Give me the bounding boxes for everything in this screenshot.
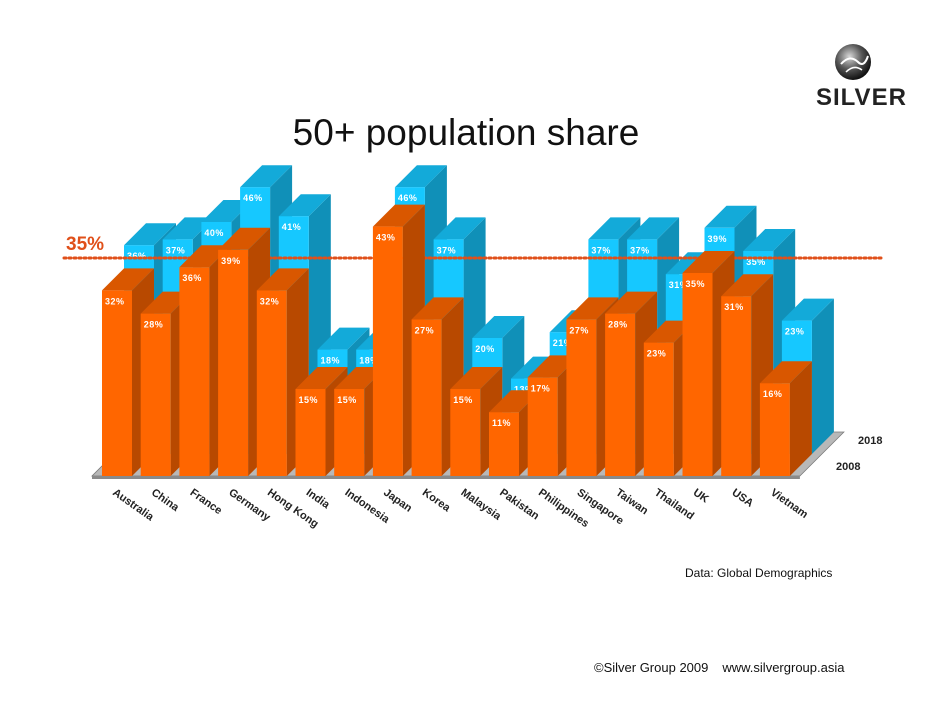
data-label-2018-thailand: 31% xyxy=(669,280,689,290)
data-label-2008-pakistan: 11% xyxy=(492,418,511,428)
tick-label-china: China xyxy=(149,487,182,515)
data-label-2018-australia: 36% xyxy=(127,251,147,261)
data-label-2008-china: 28% xyxy=(144,320,164,330)
tick-label-thailand: Thailand xyxy=(652,487,696,523)
reference-line-label: 35% xyxy=(66,234,104,255)
data-label-2008-japan: 43% xyxy=(376,233,396,243)
tick-label-vietnam: Vietnam xyxy=(768,487,810,521)
tick-label-germany: Germany xyxy=(226,487,273,525)
data-label-2008-vietnam: 16% xyxy=(763,389,783,399)
data-label-2018-usa: 35% xyxy=(746,257,766,267)
data-label-2018-france: 40% xyxy=(204,228,224,238)
bar-2008-vietnam xyxy=(759,361,812,476)
data-label-2008-hong-kong: 32% xyxy=(260,296,280,306)
data-label-2008-korea: 27% xyxy=(415,325,435,335)
data-label-2008-singapore: 27% xyxy=(569,325,589,335)
data-label-2008-taiwan: 28% xyxy=(608,320,628,330)
tick-label-malaysia: Malaysia xyxy=(459,487,504,524)
bar-chart: 36% 37% 40% 46% 41% 18% 18% 46% 37% 20% 13% 21% 37% 3… xyxy=(62,165,884,530)
data-source: Data: Global Demographics xyxy=(685,566,833,580)
footer: ©Silver Group 2009 www.silvergroup.asia xyxy=(594,660,858,675)
data-label-2018-hong-kong: 41% xyxy=(282,222,302,232)
data-label-2008-philippines: 17% xyxy=(531,383,551,393)
data-label-2008-france: 36% xyxy=(182,273,202,283)
data-label-2018-vietnam: 23% xyxy=(785,327,805,337)
data-label-2008-indonesia: 15% xyxy=(337,395,357,405)
data-label-2008-australia: 32% xyxy=(105,296,125,306)
website-link[interactable]: www.silvergroup.asia xyxy=(722,660,845,675)
legend-2008: 2008 xyxy=(836,461,860,473)
data-label-2008-malaysia: 15% xyxy=(453,395,473,405)
silver-globe-logo-icon xyxy=(835,44,871,80)
tick-label-korea: Korea xyxy=(420,487,453,515)
brand-name: SILVER xyxy=(816,84,907,111)
data-label-2008-thailand: 23% xyxy=(647,349,667,359)
data-label-2018-japan: 46% xyxy=(398,193,418,203)
tick-label-india: India xyxy=(304,487,333,512)
data-label-2018-singapore: 37% xyxy=(591,245,611,255)
data-label-2018-germany: 46% xyxy=(243,193,263,203)
data-label-2018-china: 37% xyxy=(166,245,186,255)
tick-label-australia: Australia xyxy=(110,487,156,524)
tick-label-uk: UK xyxy=(691,487,711,506)
chart-floor-edge xyxy=(92,476,800,479)
page-title: 50+ population share xyxy=(292,112,640,153)
data-label-2008-india: 15% xyxy=(299,395,319,405)
data-label-2018-korea: 37% xyxy=(437,245,457,255)
data-label-2018-indonesia: 18% xyxy=(359,356,379,366)
tick-label-japan: Japan xyxy=(381,487,414,515)
data-label-2018-malaysia: 20% xyxy=(475,344,495,354)
tick-label-usa: USA xyxy=(729,487,755,510)
data-label-2018-pakistan: 13% xyxy=(514,385,534,395)
data-label-2008-uk: 35% xyxy=(686,279,706,289)
data-label-2018-philippines: 21% xyxy=(553,338,573,348)
data-label-2008-germany: 39% xyxy=(221,256,241,266)
tick-label-pakistan: Pakistan xyxy=(497,487,541,523)
data-label-2018-india: 18% xyxy=(321,356,341,366)
copyright: ©Silver Group 2009 xyxy=(594,660,709,675)
data-label-2018-uk: 39% xyxy=(708,234,728,244)
tick-label-france: France xyxy=(188,487,224,518)
data-label-2008-usa: 31% xyxy=(724,302,744,312)
data-label-2018-taiwan: 37% xyxy=(630,245,650,255)
legend-2018: 2018 xyxy=(858,435,882,447)
